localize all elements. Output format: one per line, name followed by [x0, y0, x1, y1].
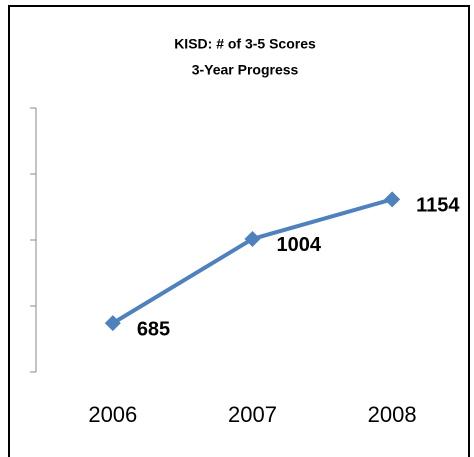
data-label: 1154: [416, 195, 460, 217]
x-tick-label: 2006: [88, 402, 137, 427]
data-label: 685: [137, 318, 170, 340]
x-tick-label: 2008: [368, 402, 417, 427]
chart-frame: [8, 5, 470, 457]
x-tick-label: 2007: [228, 402, 277, 427]
data-label: 1004: [276, 234, 321, 256]
point-marker: [244, 230, 261, 247]
point-marker: [104, 315, 121, 332]
chart-subtitle: 3-Year Progress: [192, 62, 299, 78]
point-marker: [384, 191, 401, 208]
chart-title: KISD: # of 3-5 Scores: [174, 36, 316, 52]
